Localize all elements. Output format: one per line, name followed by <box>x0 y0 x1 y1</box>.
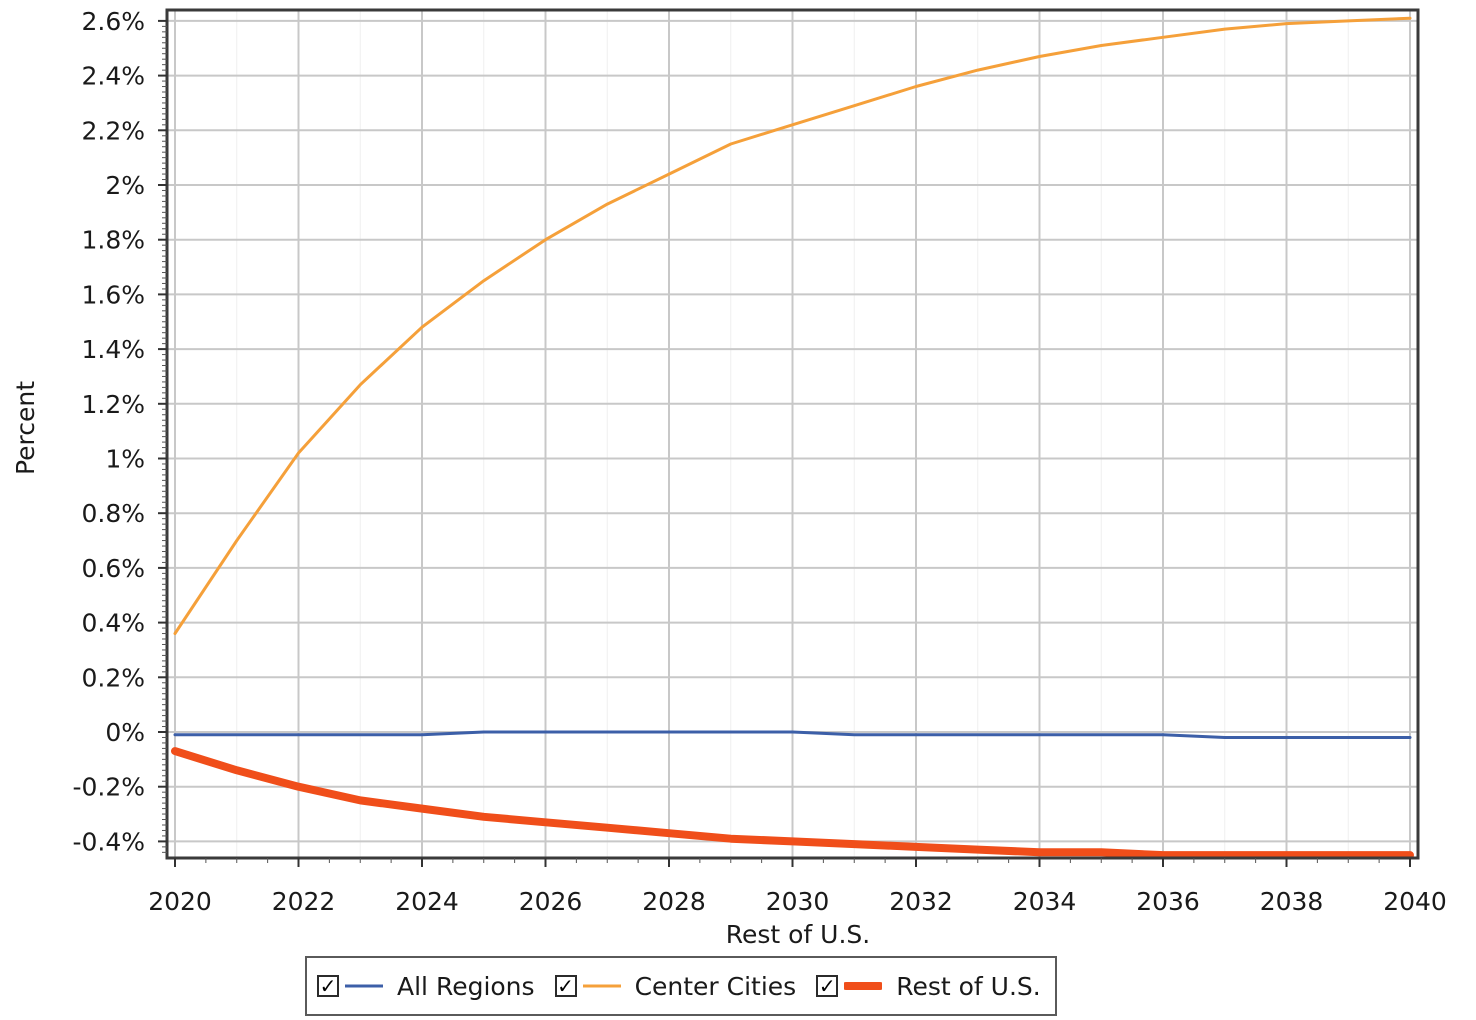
x-tick-label: 2028 <box>642 887 706 916</box>
series-line-all-regions <box>173 730 1412 739</box>
y-axis-tick-labels: -0.4% -0.2% 0% 0.2% 0.4% 0.6% 0.8% 1% 1.2% 1.4% 1.… <box>72 7 145 857</box>
y-tick-label: 1.8% <box>81 226 145 255</box>
legend-checkbox-all-regions[interactable]: ✓ <box>317 975 339 997</box>
y-tick-label: -0.2% <box>72 773 145 802</box>
y-tick-label: 0.2% <box>81 663 145 692</box>
y-tick-label: 0.8% <box>81 499 145 528</box>
series-layer <box>171 16 1414 860</box>
legend-label-all-regions: All Regions <box>397 971 535 1001</box>
chart-legend: ✓ All Regions ✓ Center Cities ✓ Rest of … <box>305 956 1057 1016</box>
series-line-rest-of-u-s <box>171 747 1414 860</box>
y-tick-label: 2.4% <box>81 62 145 91</box>
legend-label-rest-of-us: Rest of U.S. <box>896 971 1041 1001</box>
x-tick-label: 2030 <box>766 887 830 916</box>
y-tick-label: -0.4% <box>72 827 145 856</box>
y-tick-label: 2% <box>105 171 145 200</box>
legend-checkbox-center-cities[interactable]: ✓ <box>554 975 577 997</box>
x-tick-label: 2026 <box>519 887 583 916</box>
minor-grid <box>236 10 1349 858</box>
legend-item-rest-of-us[interactable]: ✓ Rest of U.S. <box>816 972 1041 1001</box>
x-tick-label: 2032 <box>889 887 953 916</box>
line-chart: -0.4% -0.2% 0% 0.2% 0.4% 0.6% 0.8% 1% 1.2% 1.4% 1.… <box>11 7 1447 949</box>
x-tick-label: 2040 <box>1383 887 1447 916</box>
y-tick-label: 0% <box>105 718 145 747</box>
major-grid <box>167 10 1418 858</box>
y-tick-label: 1.2% <box>81 390 145 419</box>
x-axis-tick-labels: 2020 2022 2024 2026 2028 2030 2032 2034 2036 2038… <box>148 887 1447 916</box>
series-line-center-cities <box>173 16 1412 635</box>
x-tick-label: 2038 <box>1260 887 1324 916</box>
x-tick-label: 2022 <box>272 887 336 916</box>
y-tick-label: 2.6% <box>81 7 145 36</box>
x-tick-label: 2020 <box>148 887 212 916</box>
legend-label-center-cities: Center Cities <box>634 971 797 1001</box>
y-tick-label: 0.6% <box>81 554 145 583</box>
x-tick-label: 2036 <box>1136 887 1200 916</box>
axis-ticks <box>158 19 1411 867</box>
legend-checkbox-rest-of-us[interactable]: ✓ <box>816 975 839 997</box>
legend-swatch-all-regions <box>345 984 383 988</box>
x-tick-label: 2024 <box>395 887 459 916</box>
y-tick-label: 1% <box>105 445 145 474</box>
y-tick-label: 0.4% <box>81 609 145 638</box>
x-axis-title: Rest of U.S. <box>726 920 871 949</box>
legend-swatch-center-cities <box>582 984 621 988</box>
y-tick-label: 1.6% <box>81 280 145 309</box>
x-tick-label: 2034 <box>1013 887 1077 916</box>
legend-item-center-cities[interactable]: ✓ Center Cities <box>554 971 797 1001</box>
legend-swatch-rest-of-us <box>844 982 883 990</box>
y-tick-label: 2.2% <box>81 116 145 145</box>
legend-item-all-regions[interactable]: ✓ All Regions <box>317 972 535 1001</box>
y-axis-title: Percent <box>11 381 40 475</box>
y-tick-label: 1.4% <box>81 335 145 364</box>
